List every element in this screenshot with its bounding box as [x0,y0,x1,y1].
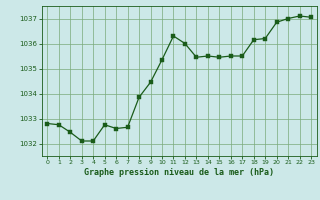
X-axis label: Graphe pression niveau de la mer (hPa): Graphe pression niveau de la mer (hPa) [84,168,274,177]
